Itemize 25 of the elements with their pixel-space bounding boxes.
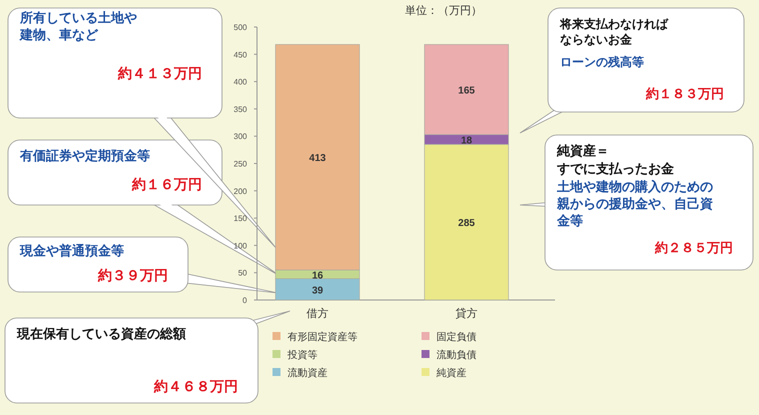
- text: 単位：（万円）: [405, 5, 482, 17]
- legend-label: 固定負債: [436, 331, 476, 343]
- data-label: 18: [460, 135, 472, 146]
- data-label: 413: [309, 153, 326, 164]
- legend-label: 純資産: [436, 367, 466, 379]
- legend-label: 有形固定資産等: [288, 331, 358, 343]
- data-label: 39: [312, 285, 324, 296]
- legend-label: 投資等: [286, 349, 318, 361]
- text: 現在保有している資産の総額: [16, 326, 186, 341]
- text: 約４６８万円: [153, 378, 238, 394]
- data-label: 285: [458, 218, 476, 230]
- text: 約２８５万円: [654, 240, 733, 255]
- text: 土地や建物の購入のための親からの援助金や、自己資金等: [556, 179, 713, 228]
- text: すでに支払ったお金: [556, 161, 675, 176]
- x-tick-label: 貸方: [456, 307, 478, 320]
- text: 将来支払わなければならないお金: [559, 17, 669, 47]
- text: 純資産＝: [556, 143, 609, 158]
- data-label: 165: [458, 86, 476, 97]
- text: 約１８３万円: [645, 86, 724, 101]
- y-tick-label: 0: [242, 296, 248, 305]
- legend-label: 流動資産: [288, 367, 328, 379]
- text: ローンの残高等: [560, 55, 644, 69]
- data-label: 16: [312, 270, 324, 282]
- x-tick-label: 借方: [306, 307, 328, 320]
- legend-label: 流動負債: [436, 349, 476, 361]
